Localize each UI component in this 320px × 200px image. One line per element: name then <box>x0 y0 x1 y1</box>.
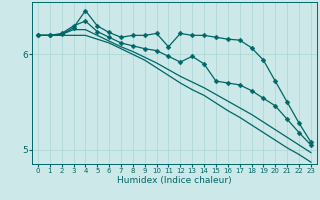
X-axis label: Humidex (Indice chaleur): Humidex (Indice chaleur) <box>117 176 232 185</box>
